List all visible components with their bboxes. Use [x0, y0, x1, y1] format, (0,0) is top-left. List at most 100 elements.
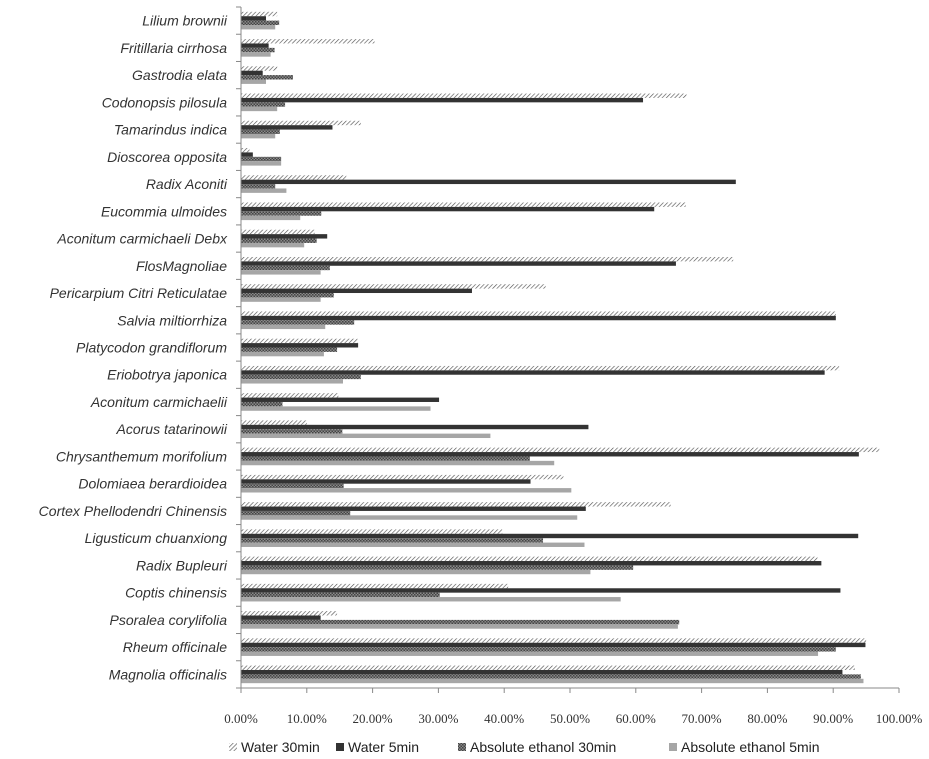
x-tick-label: 40.00%	[484, 711, 524, 726]
bar	[241, 39, 375, 44]
bar	[241, 175, 347, 180]
category-label: Salvia miltiorrhiza	[117, 312, 227, 328]
bar	[241, 569, 591, 575]
bar	[241, 370, 825, 375]
legend-label: Absolute ethanol 30min	[470, 739, 616, 755]
bar	[241, 619, 680, 625]
category-label: Fritillaria cirrhosa	[120, 40, 227, 56]
bar	[241, 452, 859, 457]
bar	[241, 460, 555, 466]
bar	[241, 365, 840, 371]
bar	[241, 148, 250, 153]
bar	[241, 510, 351, 516]
bar	[241, 297, 321, 302]
bar	[241, 647, 836, 652]
bar	[241, 556, 818, 562]
category-label: Psoralea corylifolia	[110, 612, 228, 628]
bar	[241, 592, 440, 598]
bar	[241, 669, 843, 675]
bar	[241, 315, 836, 321]
category-label: Lilium brownii	[142, 13, 228, 29]
bar	[241, 678, 864, 684]
bar	[241, 161, 282, 166]
category-label: Acorus tatarinowii	[116, 421, 228, 437]
legend-label: Water 5min	[348, 739, 419, 755]
bar	[241, 75, 293, 80]
bar	[241, 70, 263, 76]
category-labels: Lilium brownii Fritillaria cirrhosa Gastro…	[39, 6, 241, 689]
x-tick-label: 100.00%	[876, 711, 923, 726]
bars	[241, 11, 880, 684]
bar	[241, 420, 307, 425]
bar	[241, 611, 338, 616]
bar	[241, 152, 253, 157]
category-label: Coptis chinensis	[125, 585, 227, 601]
bar	[241, 565, 634, 570]
legend-swatch	[229, 743, 237, 751]
bar	[241, 211, 322, 216]
category-label: FlosMagnoliae	[136, 258, 227, 274]
bar	[241, 16, 267, 21]
x-tick-label: 20.00%	[353, 711, 393, 726]
bar	[241, 483, 344, 489]
bar	[241, 588, 841, 593]
bar	[241, 265, 330, 271]
bar	[241, 374, 361, 380]
bar	[241, 293, 334, 298]
bar	[241, 270, 321, 275]
legend-label: Water 30min	[241, 739, 320, 755]
bar	[241, 120, 361, 126]
bar	[241, 538, 544, 543]
bar	[241, 561, 822, 566]
category-label: Ligusticum chuanxiong	[85, 530, 228, 546]
category-label: Cortex Phellodendri Chinensis	[39, 503, 227, 519]
bar	[241, 206, 655, 212]
bar	[241, 256, 734, 262]
bar	[241, 474, 564, 480]
category-label: Dolomiaea berardioidea	[78, 476, 227, 492]
x-tick-label: 0.00%	[224, 711, 258, 726]
bar	[241, 447, 880, 453]
bar	[241, 156, 282, 162]
category-label: Codonopsis pilosula	[102, 94, 228, 110]
bar	[241, 25, 276, 30]
bar	[241, 393, 339, 398]
bar	[241, 20, 280, 26]
bar	[241, 406, 431, 411]
category-label: Gastrodia elata	[132, 67, 227, 83]
bar	[241, 533, 859, 539]
bar	[241, 456, 530, 461]
category-label: Radix Bupleuri	[136, 557, 228, 573]
bar	[241, 43, 269, 48]
bar	[241, 379, 343, 384]
bar	[241, 488, 572, 493]
category-label: Magnolia officinalis	[109, 666, 227, 682]
legend-swatch	[336, 743, 344, 751]
bar	[241, 638, 867, 643]
category-label: Radix Aconiti	[146, 176, 228, 192]
x-tick-label: 80.00%	[747, 711, 787, 726]
x-tick-label: 70.00%	[682, 711, 722, 726]
bar	[241, 11, 278, 17]
bar	[241, 179, 736, 185]
bar	[241, 79, 267, 84]
bar	[241, 47, 275, 53]
category-label: Eriobotrya japonica	[107, 367, 227, 383]
bar	[241, 102, 286, 107]
bar	[241, 288, 472, 294]
x-tick-label: 50.00%	[550, 711, 590, 726]
bar	[241, 502, 671, 507]
category-label: Platycodon grandiflorum	[76, 340, 227, 356]
bar	[241, 624, 678, 629]
bar	[241, 651, 819, 656]
bar	[241, 343, 359, 348]
bar	[241, 125, 333, 130]
bar	[241, 188, 287, 193]
x-tick-label: 30.00%	[418, 711, 458, 726]
bar	[241, 242, 305, 248]
category-label: Dioscorea opposita	[107, 149, 227, 165]
category-label: Eucommia ulmoides	[101, 203, 227, 219]
bar	[241, 66, 278, 71]
bar	[241, 97, 644, 103]
x-tick-label: 90.00%	[813, 711, 853, 726]
